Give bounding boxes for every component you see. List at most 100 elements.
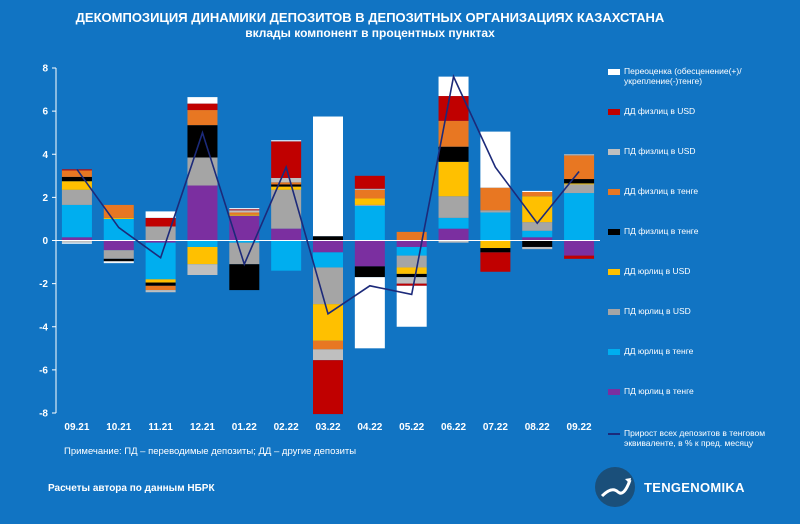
bar-segment — [271, 240, 302, 271]
bar-segment — [187, 246, 218, 265]
y-tick-label: 6 — [42, 107, 48, 118]
bar-segment — [564, 183, 595, 185]
bar-segment — [145, 282, 176, 286]
bar-segment — [396, 246, 427, 256]
bar-segment — [438, 217, 469, 229]
x-tick-label: 05.22 — [399, 422, 424, 433]
chart-title: ДЕКОМПОЗИЦИЯ ДИНАМИКИ ДЕПОЗИТОВ В ДЕПОЗИ… — [75, 10, 665, 25]
bar-segment — [187, 240, 218, 247]
legend-swatch — [608, 149, 620, 155]
y-tick-label: 8 — [42, 64, 48, 75]
legend-label: ДД физлиц в USD — [624, 106, 696, 116]
bar-segment — [480, 187, 511, 211]
bar-segment — [271, 140, 302, 142]
bar-segment — [313, 360, 343, 415]
legend-label: ПД физлиц в тенге — [624, 226, 699, 236]
legend-swatch — [608, 69, 620, 75]
bar-segment — [313, 240, 343, 253]
legend-swatch — [608, 109, 620, 115]
bar-segment — [354, 188, 385, 190]
bar-segment — [564, 179, 595, 184]
bar-segment — [480, 240, 511, 249]
bar-segment — [522, 237, 553, 241]
bar-segment — [145, 240, 176, 243]
bar-segment — [522, 246, 553, 250]
legend-line-swatch — [608, 433, 620, 435]
bar-segment — [438, 161, 469, 197]
bar-segment — [522, 230, 553, 238]
bar-segment — [61, 237, 92, 241]
bar-segment — [396, 283, 427, 286]
bar-segment — [271, 186, 302, 190]
bar-segment — [313, 252, 343, 268]
bar-segment — [187, 264, 218, 275]
bar-segment — [313, 340, 343, 350]
y-tick-label: 0 — [42, 236, 48, 247]
bar-segment — [187, 185, 218, 241]
legend-label: ДД юрлиц в тенге — [624, 346, 694, 356]
bar-segment — [396, 267, 427, 274]
x-tick-label: 02.22 — [274, 422, 299, 433]
bar-segment — [103, 218, 134, 241]
bar-segment — [313, 349, 343, 361]
bar-segment — [229, 208, 260, 210]
bar-segment — [354, 175, 385, 189]
bar-segment — [480, 212, 511, 241]
bar-segment — [522, 190, 553, 192]
footnote: Примечание: ПД – переводимые депозиты; Д… — [64, 446, 357, 457]
bar-segment — [145, 279, 176, 283]
y-tick-label: -6 — [39, 365, 48, 376]
bar-segment — [480, 252, 511, 272]
bar-segment — [313, 116, 343, 237]
bar-segment — [271, 141, 302, 178]
brand-name: TENGENOMIKA — [644, 480, 745, 495]
bar-segment — [103, 260, 134, 263]
bar-segment — [564, 154, 595, 156]
bar-segment — [522, 191, 553, 197]
bar-segment — [145, 290, 176, 293]
bar-segment — [103, 262, 134, 264]
bar-segment — [229, 210, 260, 213]
bar-segment — [103, 204, 134, 218]
bar-segment — [229, 215, 260, 241]
bar-segment — [271, 182, 302, 185]
x-tick-label: 10.21 — [106, 422, 131, 433]
x-tick-label: 07.22 — [483, 422, 508, 433]
bar-segment — [438, 228, 469, 241]
bar-segment — [229, 240, 260, 243]
legend-label: Прирост всех депозитов в тенговом эквива… — [624, 428, 766, 448]
bar-segment — [61, 242, 92, 244]
bar-segment — [480, 131, 511, 188]
bar-segment — [61, 240, 92, 243]
bar-segment — [522, 240, 553, 247]
x-tick-label: 03.22 — [315, 422, 340, 433]
bar-segment — [564, 240, 595, 256]
y-tick-label: -2 — [39, 279, 48, 290]
bar-segment — [522, 222, 553, 231]
bar-segment — [354, 204, 385, 206]
bar-segment — [313, 267, 343, 305]
bar-segment — [354, 189, 385, 199]
bar-segment — [438, 240, 469, 243]
legend-swatch — [608, 349, 620, 355]
legend-label: Переоценка (обесценение(+)/укрепление(-)… — [624, 66, 742, 86]
bar-segment — [145, 242, 176, 280]
bar-segment — [564, 155, 595, 180]
bar-segment — [271, 189, 302, 229]
bar-segment — [354, 198, 385, 205]
legend-swatch — [608, 189, 620, 195]
bar-segment — [480, 248, 511, 253]
bar-segment — [61, 189, 92, 205]
bar-segment — [480, 210, 511, 213]
bar-segment — [271, 184, 302, 187]
y-tick-label: -8 — [39, 409, 48, 420]
bar-segment — [187, 125, 218, 158]
x-tick-label: 12.21 — [190, 422, 215, 433]
bar-segment — [187, 97, 218, 104]
x-tick-label: 11.21 — [148, 422, 173, 433]
bar-segment — [61, 170, 92, 177]
bar-segment — [103, 250, 134, 259]
bar-segment — [354, 240, 385, 267]
legend-label: ПД юрлиц в тенге — [624, 386, 694, 396]
